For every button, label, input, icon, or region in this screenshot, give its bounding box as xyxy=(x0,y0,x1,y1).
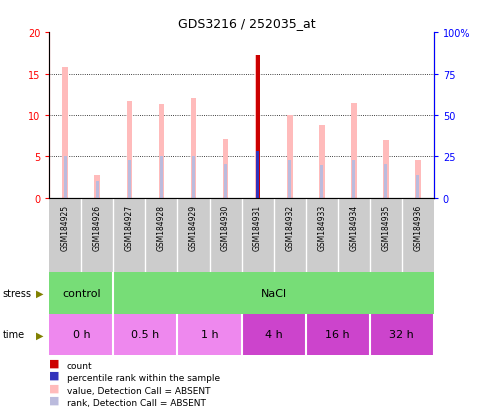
Bar xyxy=(319,126,324,198)
Text: GSM184928: GSM184928 xyxy=(157,204,166,250)
Text: GSM184934: GSM184934 xyxy=(349,204,358,250)
Text: ▶: ▶ xyxy=(35,330,43,339)
Text: percentile rank within the sample: percentile rank within the sample xyxy=(67,373,220,382)
Text: GDS3216 / 252035_at: GDS3216 / 252035_at xyxy=(177,17,316,29)
Text: GSM184926: GSM184926 xyxy=(93,204,102,250)
Bar xyxy=(159,105,164,198)
Text: time: time xyxy=(2,330,25,339)
Bar xyxy=(160,157,163,198)
Bar xyxy=(191,98,196,198)
Bar xyxy=(255,56,260,198)
Text: ■: ■ xyxy=(49,395,60,405)
Bar xyxy=(256,152,259,198)
Bar xyxy=(128,160,131,198)
Text: 0 h: 0 h xyxy=(72,330,90,339)
Text: GSM184930: GSM184930 xyxy=(221,204,230,250)
Bar xyxy=(415,161,421,198)
Text: GSM184927: GSM184927 xyxy=(125,204,134,250)
Text: rank, Detection Call = ABSENT: rank, Detection Call = ABSENT xyxy=(67,398,206,407)
Bar xyxy=(96,182,99,198)
Text: ■: ■ xyxy=(49,382,60,392)
Bar xyxy=(192,157,195,198)
Text: GSM184935: GSM184935 xyxy=(381,204,390,250)
Text: ■: ■ xyxy=(49,370,60,380)
Bar xyxy=(287,116,292,198)
Bar xyxy=(384,164,387,198)
Text: GSM184932: GSM184932 xyxy=(285,204,294,250)
Text: NaCl: NaCl xyxy=(261,288,286,298)
Bar xyxy=(242,314,306,355)
Text: GSM184929: GSM184929 xyxy=(189,204,198,250)
Text: 16 h: 16 h xyxy=(325,330,350,339)
Bar xyxy=(177,314,242,355)
Bar xyxy=(383,140,388,198)
Bar xyxy=(113,273,434,314)
Bar xyxy=(49,273,113,314)
Bar xyxy=(351,104,356,198)
Bar xyxy=(127,102,132,198)
Bar xyxy=(320,166,323,198)
Text: GSM184931: GSM184931 xyxy=(253,204,262,250)
Text: ■: ■ xyxy=(49,358,60,368)
Bar xyxy=(288,160,291,198)
Text: 0.5 h: 0.5 h xyxy=(131,330,160,339)
Text: 1 h: 1 h xyxy=(201,330,218,339)
Bar xyxy=(352,160,355,198)
Text: GSM184925: GSM184925 xyxy=(61,204,70,250)
Bar xyxy=(256,56,259,198)
Bar xyxy=(63,68,68,198)
Text: GSM184933: GSM184933 xyxy=(317,204,326,250)
Bar xyxy=(416,175,420,198)
Text: count: count xyxy=(67,361,92,370)
Bar xyxy=(256,152,259,198)
Text: stress: stress xyxy=(2,288,32,298)
Bar xyxy=(95,176,100,198)
Bar xyxy=(306,314,370,355)
Bar xyxy=(49,314,113,355)
Bar xyxy=(223,140,228,198)
Text: ▶: ▶ xyxy=(35,288,43,298)
Bar xyxy=(64,157,67,198)
Text: value, Detection Call = ABSENT: value, Detection Call = ABSENT xyxy=(67,386,210,395)
Bar xyxy=(113,314,177,355)
Bar xyxy=(224,164,227,198)
Bar xyxy=(370,314,434,355)
Text: GSM184936: GSM184936 xyxy=(413,204,423,250)
Text: 32 h: 32 h xyxy=(389,330,414,339)
Text: 4 h: 4 h xyxy=(265,330,282,339)
Text: control: control xyxy=(62,288,101,298)
